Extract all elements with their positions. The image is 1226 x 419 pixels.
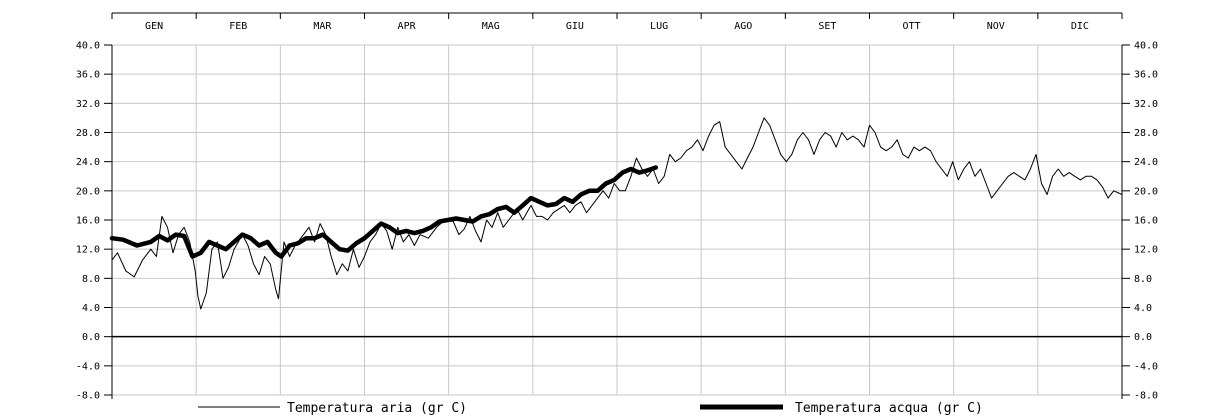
y-tick-label-right: 12.0: [1134, 245, 1158, 256]
y-tick-label-right: 32.0: [1134, 99, 1158, 110]
series-layer: [109, 117, 1123, 310]
legend-water-label: Temperatura acqua (gr C): [795, 401, 983, 416]
y-tick-label-right: 36.0: [1134, 70, 1158, 81]
month-label: DIC: [1071, 21, 1089, 32]
month-label: APR: [398, 21, 417, 32]
month-label: SET: [818, 21, 836, 32]
y-tick-label-left: 0.0: [82, 332, 100, 343]
y-tick-label-right: -8.0: [1134, 391, 1158, 402]
month-label: FEB: [229, 21, 247, 32]
y-tick-label-right: -4.0: [1134, 361, 1158, 372]
y-tick-label-left: 40.0: [76, 41, 100, 52]
legend-air-label: Temperatura aria (gr C): [287, 401, 467, 416]
y-tick-label-right: 8.0: [1134, 274, 1152, 285]
y-tick-label-left: 8.0: [82, 274, 100, 285]
y-tick-label-right: 16.0: [1134, 216, 1158, 227]
y-tick-label-right: 40.0: [1134, 41, 1158, 52]
month-label: MAR: [313, 21, 332, 32]
month-label: NOV: [987, 21, 1005, 32]
y-tick-label-left: 36.0: [76, 70, 100, 81]
series-line-air: [111, 117, 1123, 310]
y-tick-label-right: 24.0: [1134, 157, 1158, 168]
y-tick-label-left: 24.0: [76, 157, 100, 168]
y-tick-label-left: 12.0: [76, 245, 100, 256]
y-tick-label-left: 20.0: [76, 186, 100, 197]
month-label: GIU: [566, 21, 584, 32]
y-tick-label-right: 28.0: [1134, 128, 1158, 139]
y-tick-label-left: -4.0: [76, 361, 100, 372]
y-tick-label-left: -8.0: [76, 391, 100, 402]
month-label: MAG: [482, 21, 500, 32]
series-line-water: [109, 165, 659, 259]
y-tick-label-right: 4.0: [1134, 303, 1152, 314]
month-label: GEN: [145, 21, 163, 32]
month-label: OTT: [903, 21, 921, 32]
month-label: LUG: [650, 21, 668, 32]
month-label: AGO: [734, 21, 752, 32]
y-tick-label-left: 32.0: [76, 99, 100, 110]
y-tick-label-left: 4.0: [82, 303, 100, 314]
y-tick-label-right: 0.0: [1134, 332, 1152, 343]
y-tick-label-left: 28.0: [76, 128, 100, 139]
frame-layer: 40.0 40.0 36.0 36.0 32.0 32.0 28.0 28.0 24.0 24.0…: [76, 12, 1158, 402]
y-tick-label-left: 16.0: [76, 216, 100, 227]
y-tick-label-right: 20.0: [1134, 186, 1158, 197]
legend: Temperatura aria (gr C) Temperatura acqu…: [198, 401, 983, 416]
